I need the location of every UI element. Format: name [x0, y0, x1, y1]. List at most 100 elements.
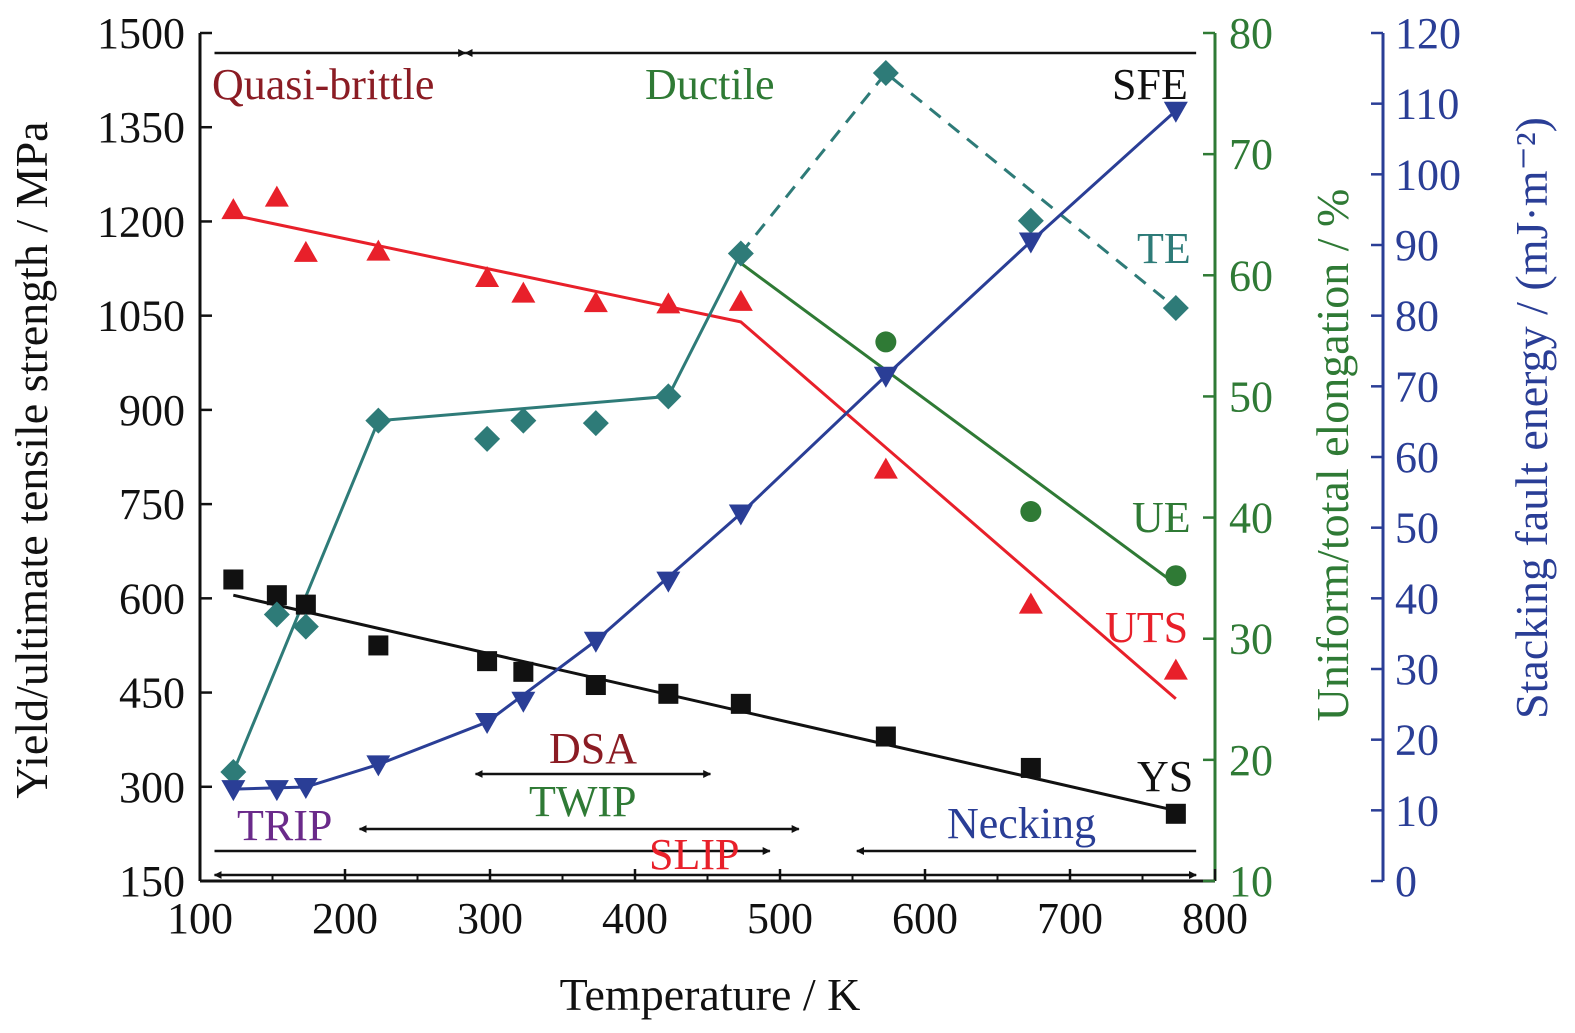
- x-tick-label: 500: [747, 894, 813, 943]
- x-axis-title: Temperature / K: [560, 969, 861, 1020]
- point-te: [474, 425, 501, 452]
- point-te: [292, 613, 319, 640]
- y-right2-tick-label: 0: [1395, 857, 1417, 906]
- label-slip: SLIP: [649, 830, 739, 879]
- point-sfe: [873, 366, 898, 388]
- point-ys: [1165, 803, 1186, 824]
- point-ys: [730, 693, 751, 714]
- x-tick-label: 200: [312, 894, 378, 943]
- y-left-tick-label: 150: [119, 857, 185, 906]
- point-ys: [875, 726, 896, 747]
- label-sfe: SFE: [1112, 60, 1188, 109]
- y-right1-tick-label: 80: [1229, 9, 1273, 58]
- point-ys: [295, 594, 316, 615]
- y-right2-tick-labels: 0 10 20 30 40 50 60 70 80 90 100 110 120: [1395, 9, 1461, 906]
- point-sfe: [1018, 232, 1043, 254]
- label-twip: TWIP: [529, 777, 637, 826]
- y-right1-tick-labels: 10 20 30 40 50 60 70 80: [1229, 9, 1273, 906]
- label-ductile: Ductile: [645, 60, 775, 109]
- point-te: [655, 383, 682, 410]
- x-tick-label: 600: [892, 894, 958, 943]
- x-tick-label: 700: [1037, 894, 1103, 943]
- point-uts: [293, 240, 318, 262]
- point-sfe: [728, 504, 753, 526]
- y-left-tick-label: 1500: [97, 9, 185, 58]
- label-ue: UE: [1132, 493, 1191, 542]
- y-left-tick-label: 1350: [97, 103, 185, 152]
- y-left-tick-label: 1200: [97, 197, 185, 246]
- y-right2-tick-label: 30: [1395, 645, 1439, 694]
- point-sfe: [366, 755, 391, 777]
- y-left-tick-label: 1050: [97, 292, 185, 341]
- y-right2-axis-title: Stacking fault energy / (mJ·m⁻²): [1506, 117, 1557, 719]
- point-te: [1162, 294, 1189, 321]
- x-tick-label: 100: [167, 894, 233, 943]
- label-dsa: DSA: [549, 724, 637, 773]
- point-te: [220, 758, 247, 785]
- y-left-tick-labels: 150 300 450 600 750 900 1050 1200 1350 1500: [97, 9, 185, 906]
- label-te: TE: [1137, 224, 1191, 273]
- point-te: [872, 59, 899, 86]
- label-uts: UTS: [1105, 603, 1188, 652]
- y-right2-tick-label: 120: [1395, 9, 1461, 58]
- point-sfe: [656, 571, 681, 593]
- point-ys: [266, 585, 287, 606]
- point-uts: [656, 292, 681, 314]
- point-ys: [585, 675, 606, 696]
- y-right2-tick-label: 90: [1395, 221, 1439, 270]
- point-uts: [475, 265, 500, 287]
- point-uts: [728, 289, 753, 311]
- y-right2-tick-label: 10: [1395, 786, 1439, 835]
- label-trip: TRIP: [237, 801, 332, 850]
- point-ys: [1020, 757, 1041, 778]
- y-right1-tick-label: 70: [1229, 130, 1273, 179]
- point-uts: [511, 281, 536, 303]
- point-uts: [1018, 592, 1043, 614]
- point-te: [582, 410, 609, 437]
- y-left-tick-label: 900: [119, 386, 185, 435]
- y-right1-tick-label: 20: [1229, 736, 1273, 785]
- y-right2-tick-label: 60: [1395, 433, 1439, 482]
- y-right1-tick-label: 50: [1229, 372, 1273, 421]
- point-ue: [1165, 565, 1187, 587]
- label-quasi-brittle: Quasi-brittle: [212, 60, 434, 109]
- y-right1-tick-label: 40: [1229, 494, 1273, 543]
- point-ue: [1020, 501, 1042, 523]
- point-te: [1017, 207, 1044, 234]
- point-uts: [221, 198, 246, 220]
- y-right2-tick-label: 110: [1395, 80, 1459, 129]
- y-right1-tick-label: 10: [1229, 857, 1273, 906]
- point-uts: [264, 185, 289, 207]
- y-right2-tick-label: 50: [1395, 504, 1439, 553]
- axes: [198, 31, 1385, 883]
- y-right1-tick-label: 60: [1229, 251, 1273, 300]
- point-ys: [368, 635, 389, 656]
- point-te: [510, 407, 537, 434]
- point-sfe: [583, 631, 608, 653]
- point-uts: [873, 457, 898, 479]
- point-te: [365, 407, 392, 434]
- x-tick-label: 400: [602, 894, 668, 943]
- x-tick-label: 800: [1182, 894, 1248, 943]
- y-left-tick-label: 450: [119, 669, 185, 718]
- point-sfe: [511, 691, 536, 713]
- y-right1-tick-label: 30: [1229, 615, 1273, 664]
- y-right2-tick-label: 100: [1395, 150, 1461, 199]
- point-sfe: [1163, 101, 1188, 123]
- y-right2-tick-label: 40: [1395, 574, 1439, 623]
- fit-line-ue: [739, 261, 1177, 586]
- data-points: [220, 59, 1189, 824]
- point-te: [727, 240, 754, 267]
- point-sfe: [264, 780, 289, 802]
- y-left-tick-label: 600: [119, 574, 185, 623]
- fit-line-dashed-te: [739, 70, 1177, 310]
- point-ys: [477, 651, 498, 672]
- y-left-tick-label: 300: [119, 763, 185, 812]
- fit-line-uts: [232, 213, 1177, 700]
- point-ys: [223, 569, 244, 590]
- point-ys: [658, 683, 679, 704]
- y-right2-tick-label: 70: [1395, 362, 1439, 411]
- label-necking: Necking: [947, 799, 1096, 848]
- point-uts: [366, 239, 391, 261]
